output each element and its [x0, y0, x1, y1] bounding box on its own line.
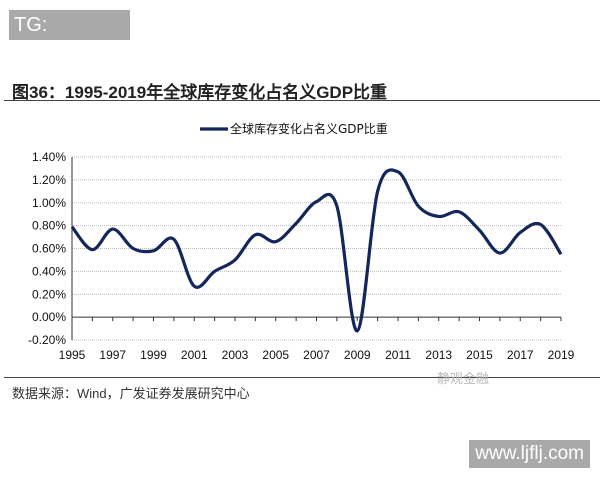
x-tick-label: 2015 — [466, 348, 493, 362]
x-tick-label: 2017 — [507, 348, 534, 362]
legend-label: 全球库存变化占名义GDP比重 — [230, 121, 388, 136]
watermark-bottom: www.ljflj.com — [469, 440, 590, 468]
y-tick-label: -0.20% — [28, 333, 66, 347]
figure-title: 图36：1995-2019年全球库存变化占名义GDP比重 — [12, 83, 388, 102]
x-tick-label: 2001 — [181, 348, 208, 362]
y-tick-label: 0.60% — [32, 242, 66, 256]
x-tick-label: 1995 — [59, 348, 86, 362]
y-tick-label: 0.00% — [32, 310, 66, 324]
watermark-wechat: 静观金融 — [437, 371, 490, 386]
y-tick-label: 1.20% — [32, 173, 66, 187]
x-tick-label: 2013 — [425, 348, 452, 362]
title-divider — [4, 100, 600, 101]
x-tick-label: 2007 — [303, 348, 330, 362]
source-note: 数据来源：Wind，广发证券发展研究中心 — [12, 386, 250, 401]
series-line — [70, 168, 563, 333]
x-tick-label: 2009 — [344, 348, 371, 362]
x-tick-label: 2005 — [262, 348, 289, 362]
source-divider — [4, 377, 600, 378]
y-tick-label: 0.20% — [32, 287, 66, 301]
y-tick-label: 0.80% — [32, 219, 66, 233]
y-tick-label: 1.00% — [32, 196, 66, 210]
x-tick-label: 2003 — [222, 348, 249, 362]
x-tick-label: 1999 — [140, 348, 167, 362]
x-tick-label: 1997 — [99, 348, 126, 362]
x-tick-label: 2011 — [385, 348, 411, 362]
x-tick-label: 2019 — [548, 348, 575, 362]
watermark-top: TG: MYYJJPP — [9, 10, 130, 66]
y-tick-label: 0.40% — [32, 264, 66, 278]
y-tick-label: 1.40% — [32, 150, 66, 164]
